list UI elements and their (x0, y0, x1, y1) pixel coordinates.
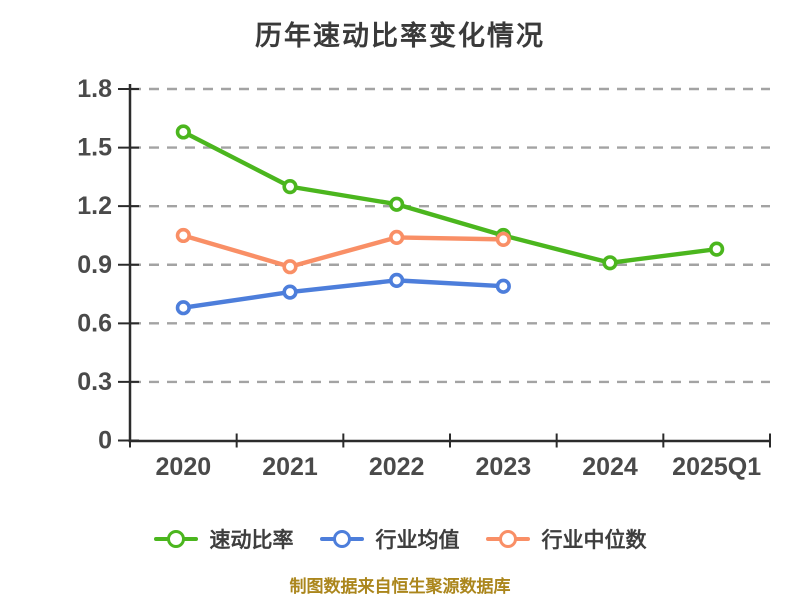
legend-item-industry-median[interactable]: 行业中位数 (485, 524, 647, 554)
legend-label-industry-average: 行业均值 (375, 529, 460, 552)
legend-dot-icon (332, 530, 351, 548)
y-tick-label: 1.5 (77, 134, 112, 162)
data-point-industry-average (175, 300, 191, 316)
x-tick-label: 2023 (476, 453, 532, 481)
series-line-quick-ratio (181, 129, 719, 265)
y-tick-label: 0.9 (77, 251, 112, 279)
data-point-industry-average (282, 284, 298, 300)
legend-dot-icon (166, 530, 185, 548)
chart-title: 历年速动比率变化情况 (255, 21, 545, 51)
x-tick-label: 2020 (156, 453, 212, 481)
data-point-quick-ratio (282, 179, 298, 195)
data-point-quick-ratio (709, 241, 725, 257)
data-source-note: 制图数据来自恒生聚源数据库 (289, 577, 511, 596)
y-tick-label: 1.2 (77, 192, 112, 220)
legend-dot-icon (498, 530, 517, 548)
y-tick-label: 0.3 (77, 368, 112, 396)
legend-item-quick-ratio[interactable]: 速动比率 (153, 524, 294, 554)
quick-ratio-legend-marker-icon (153, 530, 198, 548)
data-point-quick-ratio (602, 255, 618, 271)
series-line-industry-average (181, 278, 506, 310)
data-point-industry-median (175, 227, 191, 244)
series-line-industry-median (181, 233, 506, 269)
legend-label-quick-ratio: 速动比率 (209, 529, 294, 552)
data-point-quick-ratio (389, 196, 405, 212)
industry-median-legend-marker-icon (485, 530, 530, 548)
industry-average-legend-marker-icon (319, 530, 364, 548)
line-chart-plot: 0 0.3 0.6 0.9 1.2 1.5 1.8 2020 2021 2022 2023 2024 2… (77, 75, 771, 481)
legend-item-industry-average[interactable]: 行业均值 (319, 524, 460, 554)
legend-label-industry-median: 行业中位数 (541, 529, 647, 552)
y-tick-label: 0.6 (77, 309, 112, 337)
x-tick-label: 2024 (582, 453, 638, 481)
x-tick-label: 2025Q1 (672, 453, 761, 481)
y-tick-label: 0 (98, 427, 112, 455)
x-tick-label: 2022 (369, 453, 425, 481)
y-tick-label: 1.8 (77, 75, 112, 103)
x-tick-label: 2021 (262, 453, 318, 481)
data-point-industry-average (495, 278, 511, 294)
data-point-industry-average (389, 272, 405, 288)
data-point-quick-ratio (175, 124, 191, 140)
data-point-industry-median (389, 229, 405, 246)
data-point-industry-median (495, 231, 511, 247)
data-point-industry-median (282, 259, 298, 275)
legend: 速动比率 行业均值 行业中位数 (0, 524, 800, 554)
